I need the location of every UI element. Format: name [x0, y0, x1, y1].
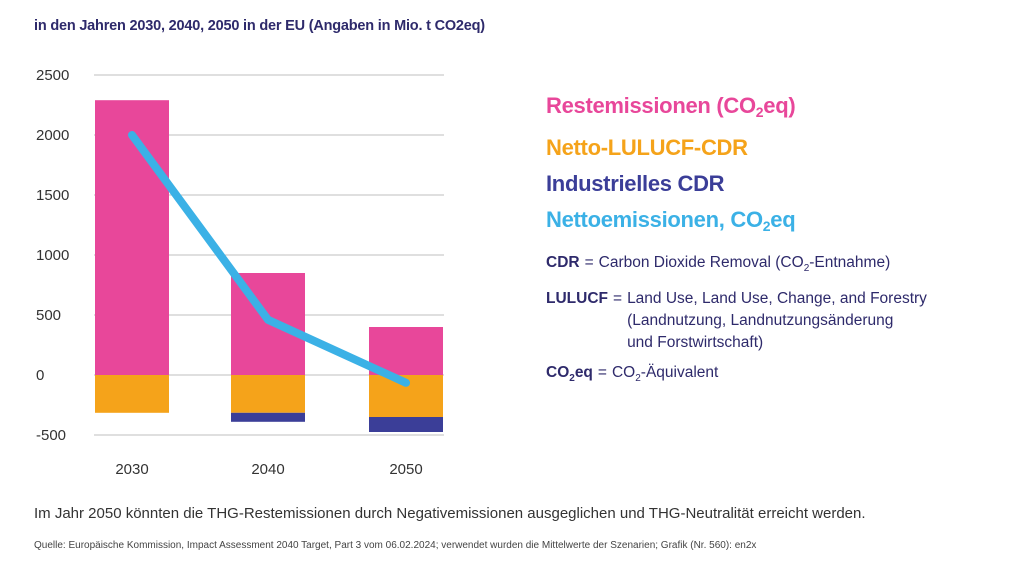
legend-lulucf-cdr: Netto-LULUCF-CDR	[546, 135, 748, 160]
legend-rest-emissions: Restemissionen (CO2eq)	[546, 93, 796, 120]
legend-industrial-cdr: Industrielles CDR	[546, 171, 725, 196]
axis-labels: 2500 2000 1500 1000 500 0 -500 2030 2040 2050	[36, 67, 423, 478]
abbreviation-notes: CDR = Carbon Dioxide Removal (CO2-Entnah…	[546, 252, 927, 398]
legend-net-emissions: Nettoemissionen, CO2eq	[546, 207, 796, 234]
y-tick-label: 0	[36, 367, 44, 384]
bar-segment	[95, 100, 169, 375]
y-tick-label: 2500	[36, 67, 69, 84]
note-eq: =	[613, 290, 623, 308]
note-def-lulucf: Land Use, Land Use, Change, and Forestry…	[627, 290, 927, 352]
note-term-cdr: CDR	[546, 254, 580, 271]
net-emissions-line	[128, 131, 410, 387]
y-tick-label: 2000	[36, 127, 69, 144]
bar-group	[95, 100, 443, 432]
note-term-lulucf: LULUCF	[546, 290, 608, 308]
note-cdr: CDR = Carbon Dioxide Removal (CO2-Entnah…	[546, 252, 927, 280]
note-co2eq: CO2eq = CO2-Äquivalent	[546, 362, 927, 390]
chart-legend: Restemissionen (CO2eq) Netto-LULUCF-CDR …	[546, 88, 796, 244]
note-eq: =	[584, 254, 594, 271]
x-tick-label: 2030	[115, 461, 148, 478]
bar-segment	[95, 375, 169, 413]
note-def-co2eq: CO2-Äquivalent	[611, 364, 719, 385]
y-tick-label: -500	[36, 427, 66, 444]
bar-segment	[369, 417, 443, 432]
note-term-co2eq: CO2eq	[546, 364, 593, 385]
note-lulucf: LULUCF = Land Use, Land Use, Change, and…	[546, 288, 927, 354]
y-tick-label: 1000	[36, 247, 69, 264]
note-def-cdr: Carbon Dioxide Removal (CO2-Entnahme)	[598, 254, 891, 275]
chart-plot: 2500 2000 1500 1000 500 0 -500 2030 2040 2050	[36, 67, 444, 478]
note-eq: =	[597, 364, 607, 382]
source-text: Quelle: Europäische Kommission, Impact A…	[34, 540, 757, 551]
bar-segment	[231, 412, 305, 422]
summary-text: Im Jahr 2050 könnten die THG-Restemissio…	[34, 505, 866, 522]
x-tick-label: 2050	[389, 461, 422, 478]
x-tick-label: 2040	[251, 461, 284, 478]
y-tick-label: 1500	[36, 187, 69, 204]
chart-subtitle: in den Jahren 2030, 2040, 2050 in der EU…	[34, 18, 485, 34]
y-tick-label: 500	[36, 307, 61, 324]
bar-segment	[369, 327, 443, 375]
bar-segment	[231, 375, 305, 413]
